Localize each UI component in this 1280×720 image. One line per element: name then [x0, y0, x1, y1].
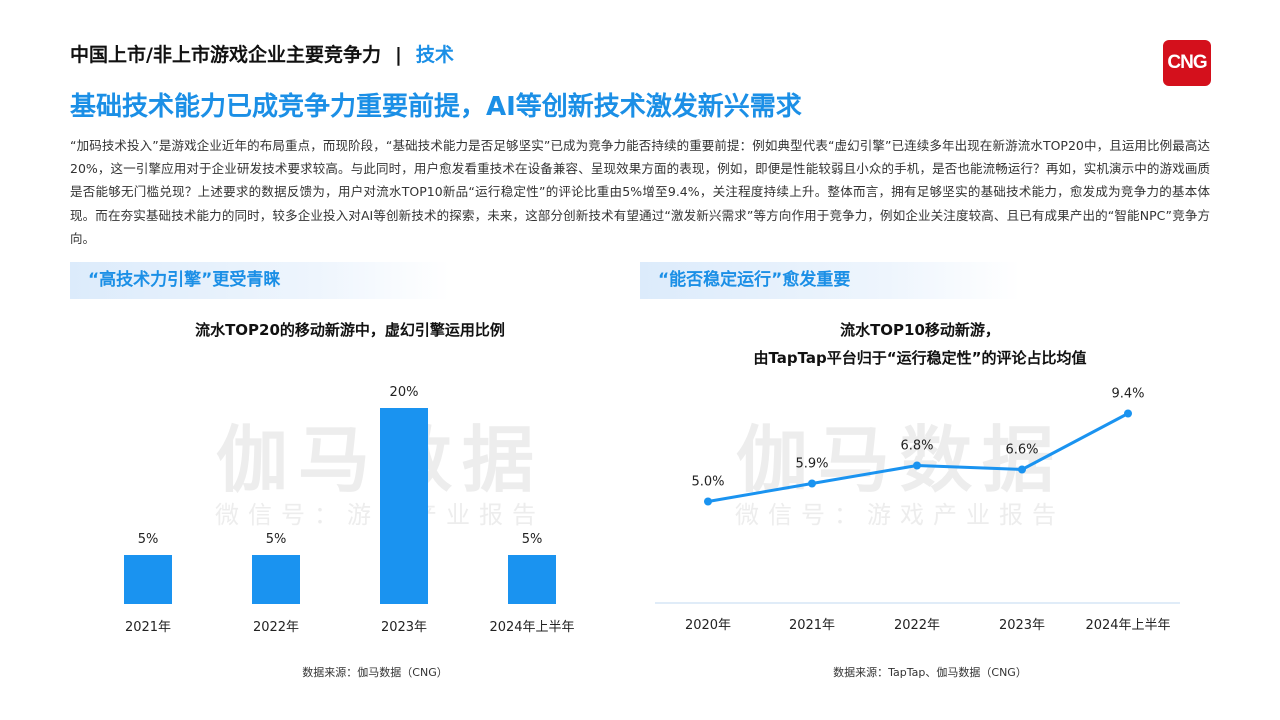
intro-paragraph: “加码技术投入”是游戏企业近年的布局重点，而现阶段，“基础技术能力是否足够坚实”…: [70, 138, 1210, 246]
line-point-2: [913, 461, 921, 470]
bar-category-label-2: 2023年: [381, 620, 427, 635]
bar-chart-title: 流水TOP20的移动新游中，虚幻引擎运用比例: [195, 321, 505, 339]
bar-3: [508, 555, 556, 604]
line-value-label-1: 5.9%: [795, 457, 828, 472]
line-chart-title-line-1: 流水TOP10移动新游，: [840, 321, 1000, 339]
line-value-label-3: 6.6%: [1005, 443, 1038, 458]
page-headline: 基础技术能力已成竞争力重要前提，AI等创新技术激发新兴需求: [70, 92, 802, 122]
bar-value-label-2: 20%: [390, 385, 419, 400]
bar-category-label-1: 2022年: [253, 620, 299, 635]
line-point-3: [1018, 465, 1026, 474]
header-separator: |: [394, 44, 402, 66]
header-title: 中国上市/非上市游戏企业主要竞争力: [70, 44, 381, 66]
line-category-label-2: 2022年: [894, 618, 940, 633]
line-point-4: [1124, 409, 1132, 418]
line-value-label-4: 9.4%: [1111, 387, 1144, 402]
bar-1: [252, 555, 300, 604]
line-category-label-3: 2023年: [999, 618, 1045, 633]
bar-category-label-3: 2024年上半年: [489, 620, 574, 635]
line-value-label-0: 5.0%: [691, 475, 724, 490]
line-chart-source: 数据来源：TapTap、伽马数据（CNG）: [833, 666, 1027, 679]
line-chart-title: 流水TOP10移动新游， 由TapTap平台归于“运行稳定性”的评论占比均值: [640, 316, 1200, 372]
bar-value-label-0: 5%: [138, 532, 159, 547]
page-header: 中国上市/非上市游戏企业主要竞争力 | 技术: [70, 40, 454, 67]
bar-category-label-0: 2021年: [125, 620, 171, 635]
line-category-label-4: 2024年上半年: [1085, 618, 1170, 633]
left-section-title: “高技术力引擎”更受青睐: [70, 262, 450, 299]
header-tag: 技术: [415, 44, 454, 66]
line-category-label-1: 2021年: [789, 618, 835, 633]
bar-0: [124, 555, 172, 604]
bar-value-label-3: 5%: [522, 532, 543, 547]
bar-chart: 5% 2021年 5% 2022年 20% 2023年 5% 2024年上半年: [124, 385, 575, 635]
line-point-0: [704, 497, 712, 506]
line-point-1: [808, 479, 816, 488]
bar-chart-source: 数据来源：伽马数据（CNG）: [302, 666, 448, 679]
right-section-title: “能否稳定运行”愈发重要: [640, 262, 1020, 299]
line-category-label-0: 2020年: [685, 618, 731, 633]
bar-value-label-1: 5%: [266, 532, 287, 547]
line-chart-title-line-2: 由TapTap平台归于“运行稳定性”的评论占比均值: [753, 349, 1087, 367]
cng-logo: CNG: [1163, 40, 1211, 86]
bar-2: [380, 408, 428, 604]
line-value-label-2: 6.8%: [900, 439, 933, 454]
line-series: [707, 412, 1129, 503]
